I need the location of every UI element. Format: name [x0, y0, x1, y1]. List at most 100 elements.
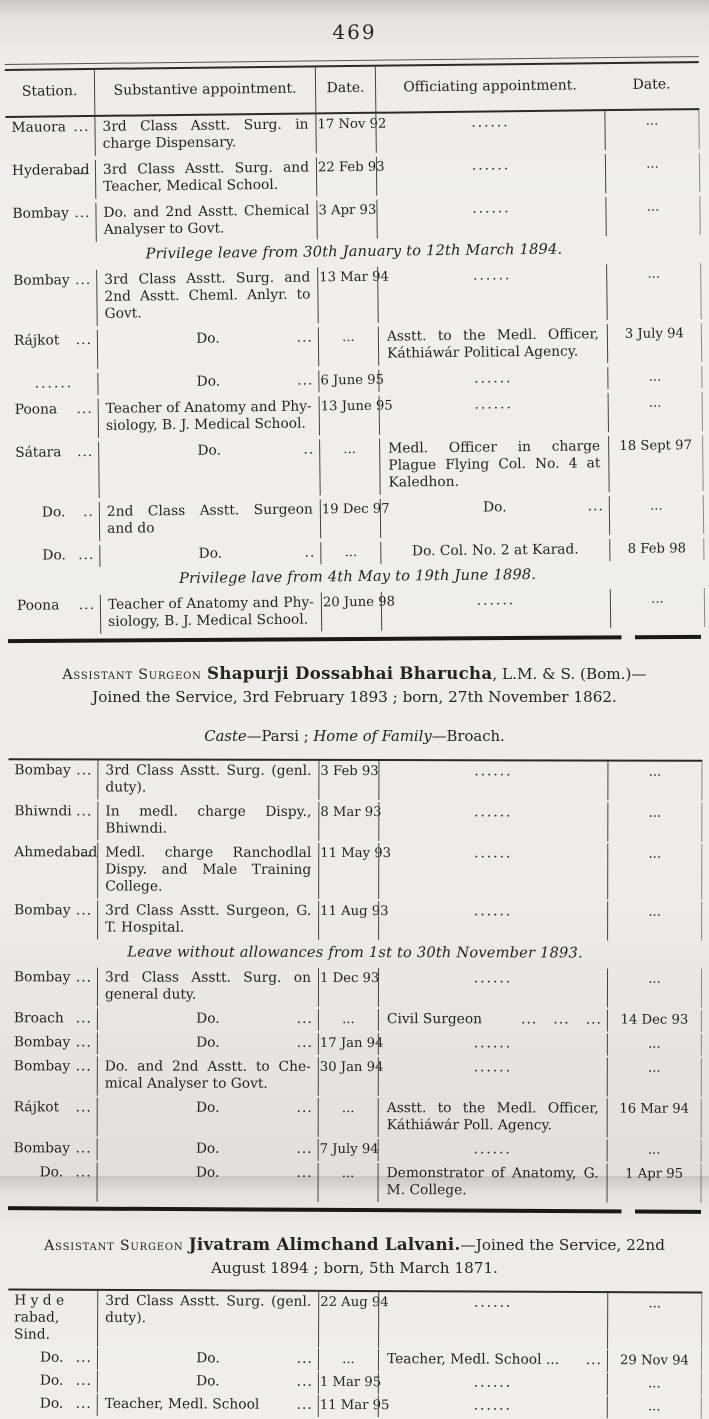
dot-leader: ...	[73, 118, 90, 136]
substantive-cell: Do. and 2nd Asstt. Chemical Analyser to …	[95, 200, 317, 242]
dot-leader: ...	[74, 271, 92, 289]
table-row: Do... 2nd Class Asstt. Surgeon and do 19 D…	[9, 495, 705, 542]
substantive-text: 3rd Class Asstt. Surg. in charge Dispens…	[102, 116, 309, 152]
substantive-text: Do.	[196, 1010, 220, 1027]
substantive-text: 3rd Class Asstt. Surg. (genl. duty).	[105, 762, 312, 796]
officiating-empty-dots: ......	[472, 200, 511, 217]
officiating-text: Asstt. to the Medl. Officer, Káthiáwár P…	[386, 1100, 599, 1134]
officiating-empty-dots: ......	[474, 804, 513, 821]
dot-leader: ...	[296, 1350, 314, 1368]
substantive-text: 3rd Class Asstt. Surg. and Teacher, Medi…	[102, 159, 310, 195]
date-cell: ...	[606, 263, 701, 321]
column-header-date2: Date.	[604, 63, 700, 109]
station-name: Bombay	[13, 1140, 71, 1157]
date-value: ...	[342, 330, 355, 346]
date-cell: ...	[606, 1057, 701, 1097]
officiating-cell: ......	[375, 111, 605, 153]
officiating-cell: ......	[378, 1292, 608, 1350]
station-cell: Do....	[8, 1348, 97, 1370]
substantive-cell: Do....	[96, 1032, 318, 1056]
date-cell: ...	[608, 495, 704, 536]
date-cell: 19 Dec 97	[319, 498, 390, 539]
date-cell: 14 Dec 93	[606, 1009, 701, 1032]
date-cell: 13 June 95	[318, 395, 393, 436]
table-row: Sátara... Do...... Medl. Officer in charge…	[9, 435, 704, 499]
date-value: ...	[646, 199, 660, 215]
dot-leader: ...	[296, 1010, 313, 1028]
substantive-cell: 3rd Class Asstt. Surg. in charge Dispens…	[94, 114, 316, 156]
station-cell: ......	[8, 373, 97, 396]
table-row: Ahmedabad... Medl. charge Ranchodlal Disp…	[8, 842, 703, 900]
station-cell: Bombay...	[8, 760, 97, 799]
officiating-text: Medl. Officer in charge Plague Flying Co…	[388, 438, 601, 491]
substantive-cell: 3rd Class Asstt. Surg. and Teacher, Medi…	[94, 157, 317, 199]
date-value: ...	[648, 369, 662, 385]
dot-leader: ...	[75, 969, 93, 986]
officer-heading: Assistant Surgeon Shapurji Dossabhai Bha…	[42, 661, 667, 709]
date-cell: 1 Dec 93	[317, 968, 379, 1008]
station-name: Broach	[13, 1010, 64, 1027]
dot-leader: ...	[296, 1099, 313, 1117]
station-cell: Bombay...	[6, 203, 95, 243]
officiating-cell: ......	[377, 1057, 607, 1097]
date-value: 3 Apr 93	[318, 202, 377, 219]
substantive-cell: Do....	[96, 327, 319, 369]
officiating-cell: ......	[377, 1033, 607, 1056]
date-cell: 13 Mar 94	[317, 266, 389, 324]
dot-leader: ...	[75, 1372, 92, 1390]
substantive-text: Medl. charge Ranchodlal Dispy. and Male …	[105, 844, 312, 895]
caste-part: Home of Family	[313, 728, 432, 746]
dot-leader: ..	[304, 544, 316, 561]
station-name: Do.	[39, 1349, 64, 1366]
page-content: Station. Substantive appointment. Date. Off…	[0, 56, 709, 1419]
dot-leader: ...	[296, 1373, 313, 1391]
date-value: ...	[648, 846, 662, 862]
substantive-cell: In medl. charge Dispy., Bhiwndi.	[97, 801, 319, 842]
station-name: Bombay	[12, 205, 69, 222]
station-cell: Do....	[8, 1162, 97, 1201]
officiating-empty-dots: ......	[471, 157, 511, 174]
date-value: ...	[342, 1012, 355, 1028]
service-table: Station. Substantive appointment. Date. Off…	[4, 56, 706, 635]
station-empty-dots: ......	[34, 375, 74, 392]
officiating-text: Do. Col. No. 2 at Karad.	[411, 541, 579, 560]
date-cell: ...	[607, 843, 702, 900]
substantive-text: 3rd Class Asstt. Surg. and 2nd Asstt. Ch…	[104, 269, 311, 322]
station-name: Do.	[39, 1164, 64, 1181]
officer-details: , L.M. & S. (Bom.)—Joined the Service, 3…	[92, 665, 647, 707]
dot-leader: ...	[296, 1140, 313, 1158]
table-row: Bombay... Do.... 17 Jan 94.........	[7, 1032, 702, 1056]
date-value: ...	[648, 904, 661, 920]
date-cell: 18 Sept 97	[608, 435, 703, 493]
dot-leader: ...	[74, 204, 91, 222]
date-cell: ...	[609, 588, 705, 629]
date-cell: ...	[605, 196, 700, 237]
officiating-cell: Asstt. to the Medl. Officer, Káthiáwár P…	[377, 324, 608, 366]
station-name: Do.	[42, 547, 66, 564]
station-cell: Poona...	[11, 595, 100, 635]
substantive-text: Do.	[195, 1140, 220, 1157]
caste-part: Caste	[204, 728, 247, 746]
substantive-cell: Do....	[96, 1138, 318, 1162]
station-cell: Bhiwndi...	[8, 801, 97, 840]
date-value: 17 Jan 94	[319, 1036, 384, 1052]
date-value: ...	[648, 764, 662, 780]
date-value: 18 Sept 97	[619, 438, 693, 455]
substantive-text: Do.	[198, 545, 223, 562]
date-cell: 17 Nov 92	[315, 113, 386, 154]
dot-leader: ..	[83, 503, 94, 521]
date-value: ...	[649, 498, 663, 514]
officiating-cell: Teacher, Medl. School ......	[377, 1349, 608, 1373]
date-value: ...	[343, 441, 357, 458]
leave-note: Privilege leave from 30th January to 12t…	[145, 240, 563, 263]
date-value: ...	[651, 591, 664, 607]
date-value: ...	[648, 1296, 662, 1312]
station-cell: Bombay...	[8, 1032, 97, 1054]
station-cell: Bombay...	[8, 967, 97, 1006]
table-row: Do.... Do...... Do. Col. No. 2 at Karad. 8 …	[10, 538, 705, 568]
section-divider-rule	[7, 1206, 702, 1214]
date-cell: 7 July 94	[317, 1139, 379, 1162]
officiating-cell: ......	[378, 843, 608, 900]
substantive-text: Do.	[196, 373, 221, 390]
station-name: Bhiwndi	[14, 803, 72, 820]
